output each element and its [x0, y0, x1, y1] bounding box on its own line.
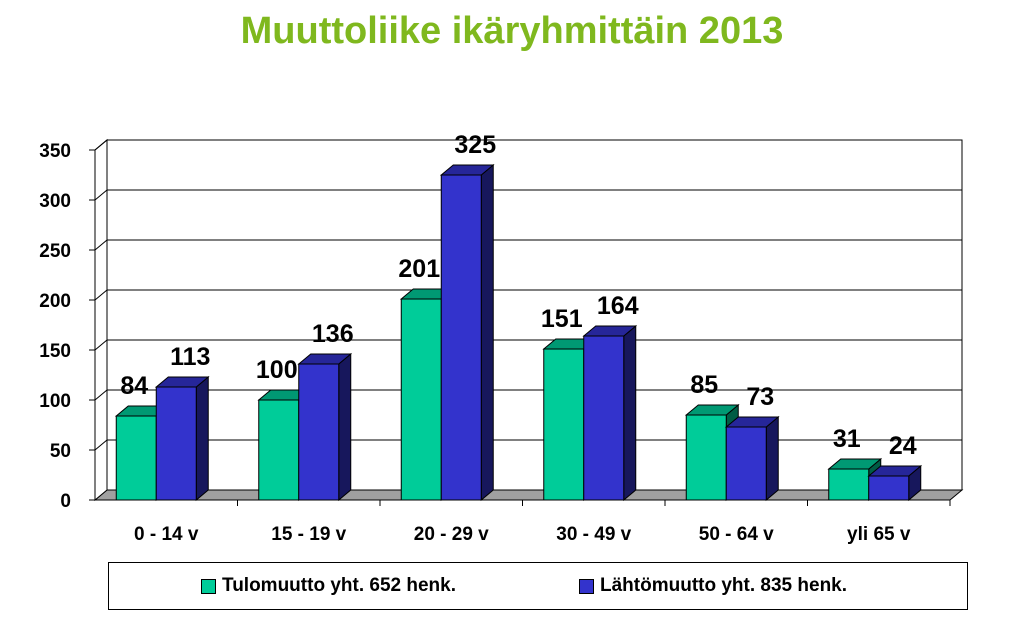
bar-lahtomuutto [868, 475, 910, 501]
y-tick-label: 300 [39, 191, 71, 212]
y-tick-label: 350 [39, 141, 71, 162]
data-label-lahtomuutto: 164 [597, 292, 639, 320]
bar-lahtomuutto [583, 335, 625, 501]
gridline-side [94, 239, 108, 251]
bar-side-lahtomuutto [480, 163, 494, 502]
bar-lahtomuutto [155, 386, 197, 501]
bar-tulomuutto [258, 399, 300, 501]
data-label-lahtomuutto: 24 [889, 432, 917, 460]
bar-chart: 0 50 100 150 200 250 300 350 0 - 14 v 84 113 15 - 1… [39, 131, 964, 545]
bar-tulomuutto [400, 298, 442, 501]
bar-side-lahtomuutto [765, 415, 779, 502]
x-tick-label: 30 - 49 v [556, 524, 631, 545]
x-tick-label: 20 - 29 v [414, 524, 489, 545]
plot-back-wall [106, 139, 963, 491]
y-tick-label: 150 [39, 341, 71, 362]
y-tick-label: 250 [39, 241, 71, 262]
data-label-tulomuutto: 84 [120, 372, 148, 400]
chart-legend: Tulomuutto yht. 652 henk. Lähtömuutto yh… [108, 562, 968, 610]
gridline-side [94, 439, 108, 451]
x-tick-label: yli 65 v [847, 524, 911, 545]
data-label-tulomuutto: 85 [690, 371, 718, 399]
gridline-side [94, 289, 108, 301]
bar-tulomuutto [543, 348, 585, 501]
bar-tulomuutto [115, 415, 157, 501]
legend-swatch-tulomuutto [201, 578, 216, 594]
y-tick-label: 0 [60, 491, 71, 512]
bar-lahtomuutto [725, 426, 767, 501]
gridline-side [94, 139, 108, 151]
bar-side-lahtomuutto [338, 352, 352, 502]
y-tick-label: 200 [39, 291, 71, 312]
gridline-side [94, 189, 108, 201]
x-tick-label: 15 - 19 v [271, 524, 346, 545]
x-tick-label: 0 - 14 v [134, 524, 199, 545]
bar-side-lahtomuutto [623, 324, 637, 502]
data-label-tulomuutto: 31 [833, 425, 861, 453]
data-label-lahtomuutto: 113 [170, 343, 210, 371]
bar-lahtomuutto [440, 174, 482, 501]
data-label-lahtomuutto: 325 [454, 131, 496, 159]
bar-side-lahtomuutto [195, 375, 209, 502]
bar-lahtomuutto [298, 363, 340, 501]
data-label-lahtomuutto: 136 [312, 320, 354, 348]
plot-side-wall [94, 138, 108, 502]
bar-tulomuutto [828, 468, 870, 501]
data-label-tulomuutto: 201 [398, 255, 440, 283]
y-tick-label: 50 [50, 441, 71, 462]
legend-swatch-lahtomuutto [579, 578, 594, 594]
x-tick-label: 50 - 64 v [699, 524, 774, 545]
y-tick-label: 100 [39, 391, 71, 412]
legend-item-tulomuutto: Tulomuutto yht. 652 henk. [201, 575, 456, 597]
data-label-tulomuutto: 151 [541, 305, 583, 333]
data-label-lahtomuutto: 73 [746, 383, 774, 411]
legend-label-tulomuutto: Tulomuutto yht. 652 henk. [222, 575, 456, 596]
gridline-side [94, 339, 108, 351]
legend-item-lahtomuutto: Lähtömuutto yht. 835 henk. [579, 575, 847, 597]
legend-label-lahtomuutto: Lähtömuutto yht. 835 henk. [600, 575, 848, 596]
bar-tulomuutto [685, 414, 727, 501]
chart-title: Muuttoliike ikäryhmittäin 2013 [240, 10, 784, 52]
gridline-side [94, 389, 108, 401]
data-label-tulomuutto: 100 [256, 356, 298, 384]
